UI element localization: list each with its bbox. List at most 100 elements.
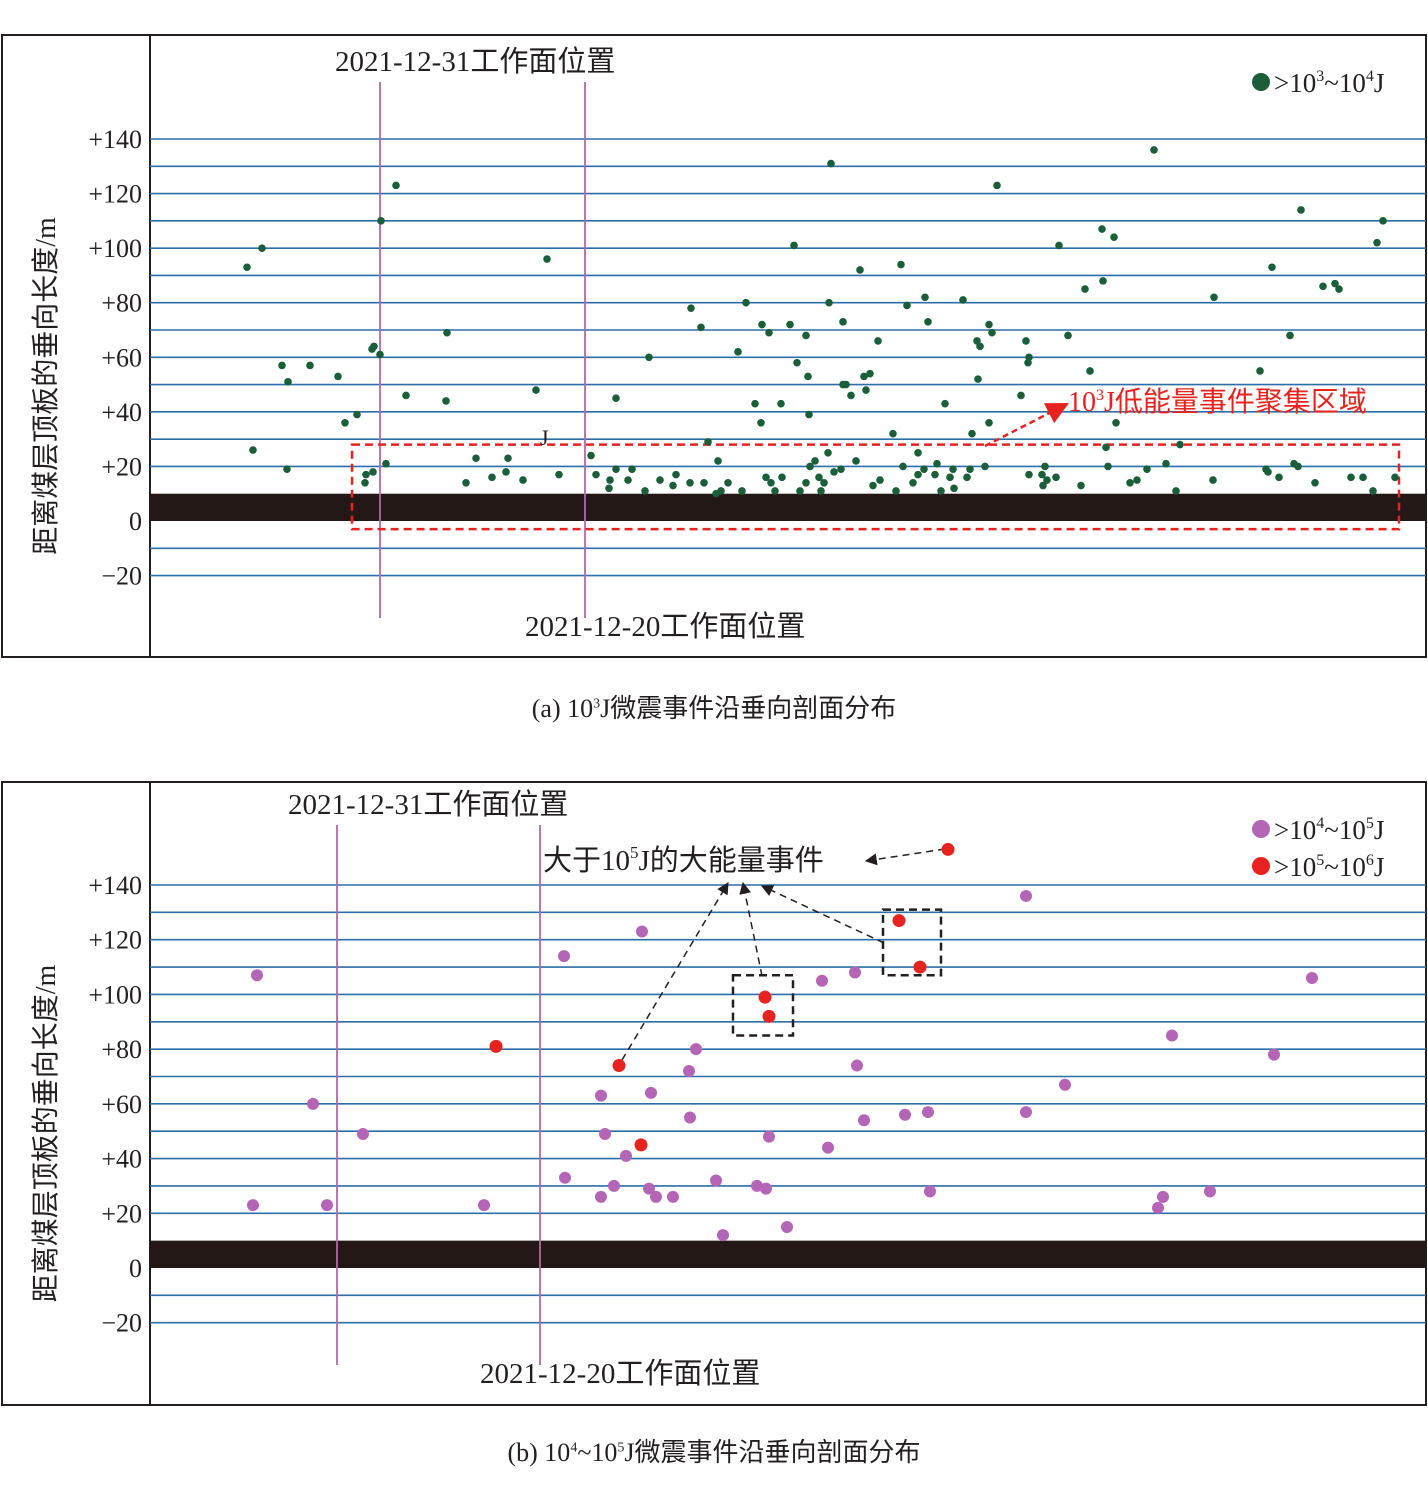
data-point-1e5	[634, 1138, 648, 1152]
data-point-1e5	[762, 1009, 776, 1023]
data-point-1e3	[697, 323, 705, 332]
legend-label-exponent: 4	[1366, 68, 1374, 85]
data-point-1e4	[636, 925, 648, 938]
cluster-label-base: 10	[1068, 387, 1096, 418]
data-point-1e3	[903, 301, 911, 310]
data-point-1e3	[362, 470, 370, 479]
cluster-label: 103J低能量事件聚集区域	[1068, 386, 1367, 418]
data-point-1e3	[1256, 367, 1264, 375]
legend-label-base: >10	[1274, 68, 1316, 98]
data-point-1e3	[624, 476, 632, 484]
data-point-1e3	[472, 454, 480, 463]
data-point-1e3	[937, 487, 945, 495]
data-point-1e3	[442, 397, 450, 405]
data-point-1e3	[369, 468, 377, 476]
cluster-arrow	[984, 402, 1070, 448]
data-point-1e4	[751, 1179, 763, 1192]
data-point-1e3	[933, 459, 941, 468]
annotation-label-exponent: 5	[630, 843, 639, 862]
data-point-1e4	[899, 1108, 911, 1121]
y-tick-label: −20	[101, 1309, 142, 1338]
data-point-1e4	[620, 1149, 632, 1162]
legend-label: >103~104J	[1274, 68, 1384, 98]
data-point-1e3	[751, 399, 759, 408]
data-point-1e4	[760, 1182, 772, 1195]
legend-label-mid: ~10	[1324, 68, 1366, 98]
y-tick-label: +120	[88, 926, 142, 955]
stray-j-label: J	[540, 425, 549, 450]
data-point-1e5	[758, 990, 772, 1004]
data-point-1e4	[478, 1199, 490, 1212]
data-point-1e3	[532, 386, 540, 394]
data-point-1e3	[1150, 146, 1158, 154]
data-point-1e4	[558, 950, 570, 963]
data-point-1e3	[543, 255, 551, 263]
annotation-box	[731, 974, 795, 1037]
data-point-1e3	[1104, 462, 1112, 471]
data-point-1e3	[724, 479, 732, 487]
y-tick-label: +40	[101, 398, 142, 427]
data-point-1e3	[1264, 468, 1272, 476]
data-point-1e3	[914, 470, 922, 479]
data-point-1e4	[608, 1179, 620, 1192]
data-point-1e4	[1020, 1106, 1032, 1119]
caption-panel-a: (a) 103J微震事件沿垂向剖面分布	[531, 694, 897, 723]
data-point-1e3	[1331, 279, 1339, 288]
data-point-1e3	[839, 318, 847, 326]
data-point-1e3	[1319, 282, 1327, 291]
data-point-1e4	[1059, 1078, 1071, 1091]
data-point-1e3	[1024, 358, 1032, 367]
data-point-1e4	[822, 1141, 834, 1154]
y-tick-label: 0	[129, 507, 142, 536]
data-point-1e3	[1025, 470, 1033, 479]
annotation-label-suffix: J的大能量事件	[639, 844, 824, 877]
data-point-1e3	[504, 454, 512, 463]
legend-label-exponent: 4	[1316, 815, 1324, 832]
data-point-1e3	[1064, 331, 1072, 340]
data-point-1e4	[321, 1199, 333, 1212]
data-point-1e3	[869, 481, 877, 490]
y-tick-label: +120	[88, 180, 142, 209]
data-point-1e3	[862, 386, 870, 394]
data-point-1e4	[559, 1171, 571, 1184]
data-point-1e4	[1306, 972, 1318, 985]
face-position-label: 2021-12-31工作面位置	[335, 45, 615, 78]
data-point-1e3	[909, 479, 917, 487]
data-point-1e4	[1020, 889, 1032, 902]
y-axis-label: 距离煤层顶板的垂向长度/m	[30, 217, 62, 555]
data-point-1e3	[830, 468, 838, 476]
data-point-1e3	[1286, 331, 1294, 340]
legend-label-unit: J	[1374, 815, 1385, 845]
data-point-1e3	[742, 298, 750, 307]
data-point-1e5	[612, 1059, 626, 1073]
legend-label-exponent: 5	[1366, 815, 1374, 832]
y-tick-label: +80	[101, 1035, 142, 1064]
data-point-1e3	[1391, 473, 1399, 482]
data-point-1e3	[876, 476, 884, 484]
data-point-1e3	[1052, 473, 1060, 482]
data-point-1e3	[587, 451, 595, 460]
y-tick-label: +20	[101, 1199, 142, 1228]
face-position-label: 2021-12-20工作面位置	[480, 1357, 760, 1390]
data-point-1e3	[1347, 473, 1355, 482]
data-point-1e3	[656, 476, 664, 484]
legend-label: >104~105J	[1274, 815, 1384, 845]
data-point-1e3	[842, 380, 850, 389]
data-point-1e3	[278, 361, 286, 370]
data-point-1e5	[892, 914, 906, 928]
data-point-1e3	[959, 296, 967, 304]
data-point-1e3	[1099, 277, 1107, 285]
data-point-1e3	[771, 487, 779, 495]
panel-frame	[1, 781, 1427, 1406]
data-point-1e3	[1359, 473, 1367, 482]
data-point-1e4	[307, 1097, 319, 1110]
data-point-1e3	[1268, 263, 1276, 272]
data-point-1e3	[968, 429, 976, 438]
data-point-1e4	[595, 1089, 607, 1102]
data-point-1e3	[1133, 476, 1141, 484]
data-point-1e3	[306, 361, 314, 370]
data-point-1e3	[377, 217, 385, 225]
data-point-1e3	[793, 358, 801, 367]
data-point-1e4	[645, 1086, 657, 1099]
data-point-1e3	[592, 470, 600, 479]
